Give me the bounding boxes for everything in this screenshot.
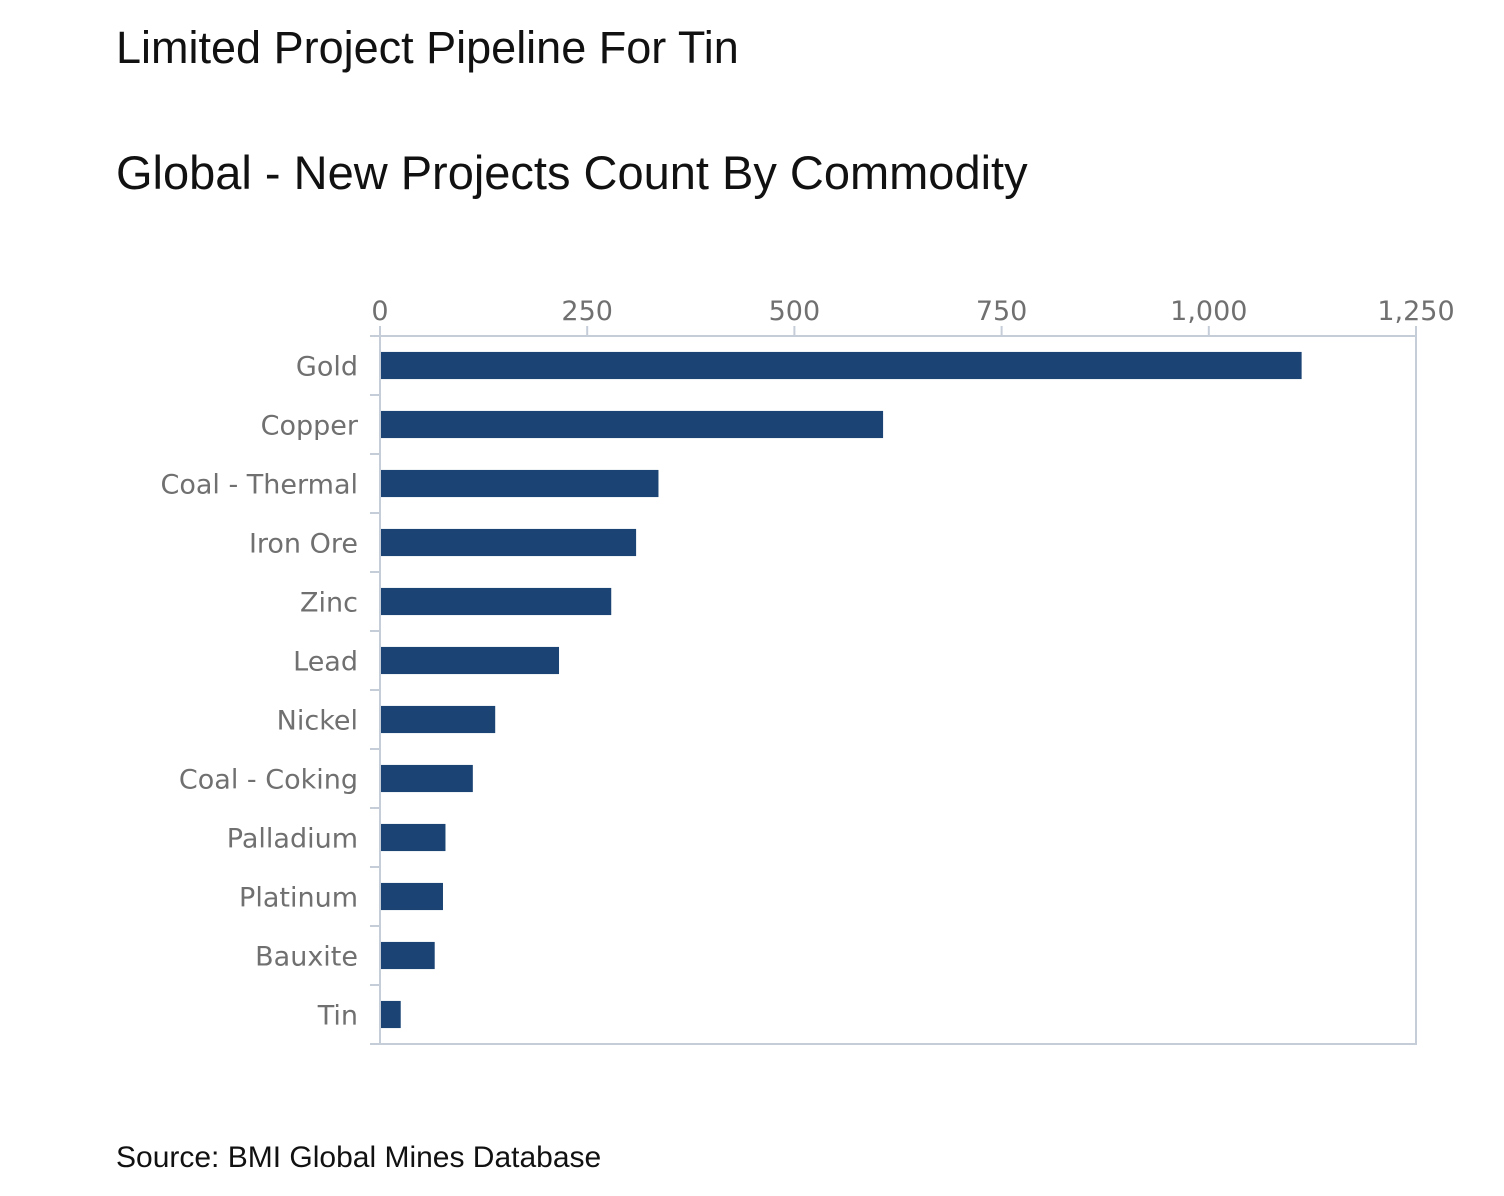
category-label: Platinum [239, 883, 358, 914]
x-axis-ticks: 0 250 500 750 1,000 1,250 [371, 296, 1455, 336]
bar-platinum [381, 882, 443, 911]
bar-tin [381, 1000, 401, 1029]
bar-palladium [381, 823, 446, 852]
chart-title: Limited Project Pipeline For Tin [116, 22, 739, 73]
x-tick-label: 0 [371, 296, 388, 327]
bar-copper [381, 410, 884, 439]
bar-nickel [381, 705, 496, 734]
category-label: Palladium [227, 824, 358, 855]
category-label: Zinc [300, 588, 358, 619]
source-note: Source: BMI Global Mines Database [116, 1141, 602, 1174]
bar-gold [381, 351, 1302, 380]
bar-coal-thermal [381, 469, 659, 498]
category-label: Lead [293, 647, 358, 678]
category-label: Coal - Coking [179, 765, 358, 796]
chart-bars [381, 351, 1302, 1029]
chart-subtitle: Global - New Projects Count By Commodity [116, 146, 1028, 199]
bar-lead [381, 646, 560, 675]
x-tick-label: 1,250 [1377, 296, 1454, 327]
x-tick-label: 250 [561, 296, 613, 327]
category-label: Coal - Thermal [160, 470, 358, 501]
x-tick-label: 1,000 [1170, 296, 1247, 327]
category-label: Tin [317, 1001, 358, 1032]
category-label: Copper [261, 411, 359, 442]
plot-frame [379, 335, 1417, 1045]
category-labels: Gold Copper Coal - Thermal Iron Ore Zinc Lead… [160, 352, 358, 1032]
chart-axes [370, 335, 1417, 1045]
bar-chart: 0 250 500 750 1,000 1,250 Gold Copper Coal - Th… [160, 296, 1455, 1045]
category-label: Iron Ore [249, 529, 358, 560]
bar-bauxite [381, 941, 435, 970]
bar-iron-ore [381, 528, 637, 557]
bar-zinc [381, 587, 612, 616]
x-tick-label: 750 [976, 296, 1028, 327]
x-tick-label: 500 [769, 296, 821, 327]
bar-coal-coking [381, 764, 473, 793]
category-label: Bauxite [255, 942, 358, 973]
category-label: Gold [296, 352, 358, 383]
category-label: Nickel [277, 706, 358, 737]
